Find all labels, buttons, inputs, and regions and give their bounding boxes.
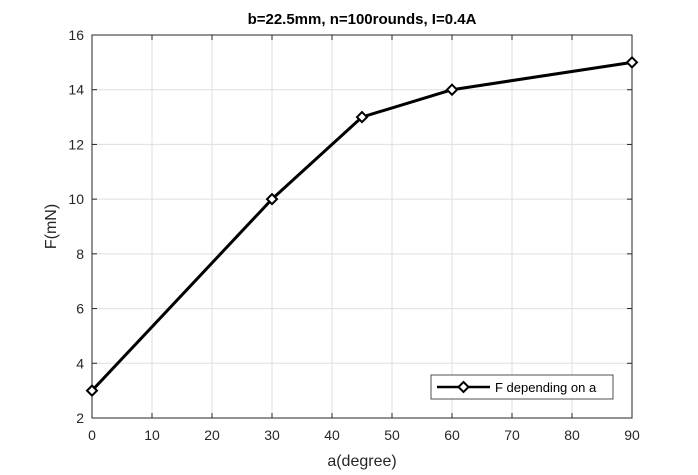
legend-diamond-marker <box>457 380 470 394</box>
y-tick-label: 12 <box>68 136 84 152</box>
data-point-marker <box>625 55 639 69</box>
data-point-marker <box>445 83 459 97</box>
x-tick-label: 0 <box>88 427 96 443</box>
x-tick-label: 50 <box>384 427 400 443</box>
axis-ticks <box>91 34 633 419</box>
data-point-marker <box>265 192 279 206</box>
x-tick-label: 60 <box>444 427 460 443</box>
y-tick-label: 10 <box>68 191 84 207</box>
y-axis-label: F(mN) <box>43 204 60 249</box>
y-tick-label: 2 <box>76 410 84 426</box>
legend-entry-label: F depending on a <box>495 380 597 395</box>
x-axis-label: a(degree) <box>327 453 396 470</box>
y-tick-label: 6 <box>76 301 84 317</box>
x-tick-label: 90 <box>624 427 640 443</box>
y-tick-label: 16 <box>68 27 84 43</box>
tick-labels: 0 10 20 30 40 50 60 70 80 90 2 4 6 8 10 12 14 16 <box>68 27 640 443</box>
plot-area-border <box>91 34 633 419</box>
plot-area-background <box>92 35 632 418</box>
x-tick-label: 20 <box>204 427 220 443</box>
chart-title: b=22.5mm, n=100rounds, I=0.4A <box>248 11 477 28</box>
data-point-marker <box>85 384 99 398</box>
legend: F depending on a <box>430 374 614 400</box>
data-point-marker <box>355 110 369 124</box>
x-tick-label: 10 <box>144 427 160 443</box>
series-layer <box>85 55 639 398</box>
x-tick-label: 80 <box>564 427 580 443</box>
y-tick-label: 4 <box>76 355 84 371</box>
y-tick-label: 14 <box>68 82 84 98</box>
x-tick-label: 70 <box>504 427 520 443</box>
x-tick-label: 30 <box>264 427 280 443</box>
y-tick-label: 8 <box>76 246 84 262</box>
x-tick-label: 40 <box>324 427 340 443</box>
